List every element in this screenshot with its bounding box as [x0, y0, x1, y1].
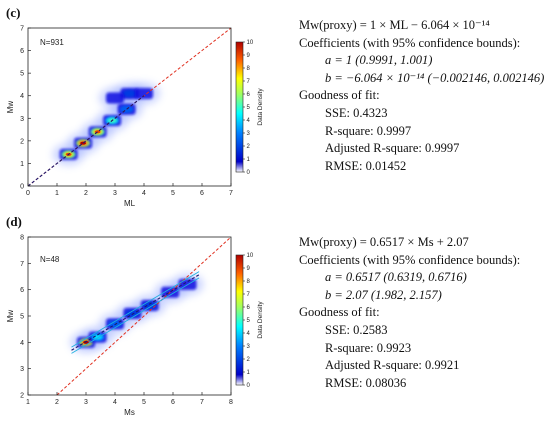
x-tick-label: 5: [171, 190, 175, 197]
x-axis-label: ML: [124, 199, 136, 208]
fit-equation: Mw(proxy) = 1 × ML − 6.064 × 10⁻¹⁴: [299, 18, 490, 32]
y-tick-label: 4: [20, 93, 24, 100]
panel-label-d: (d): [6, 214, 22, 229]
colorbar-tick-label: 7: [247, 79, 251, 85]
x-tick-label: 4: [113, 399, 117, 406]
coefficients-header: Coefficients (with 95% confidence bounds…: [299, 252, 521, 267]
colorbar-tick-label: 9: [247, 266, 251, 272]
rsquare-value: R-square: 0.9997: [325, 123, 412, 138]
colorbar: [235, 254, 244, 386]
y-tick-label: 5: [20, 71, 24, 78]
x-tick-label: 8: [229, 399, 233, 406]
x-tick-label: 6: [200, 190, 204, 197]
density-peak: [83, 340, 89, 344]
y-tick-label: 5: [20, 314, 24, 321]
fit-line: [27, 95, 145, 187]
colorbar-tick-label: 5: [247, 105, 251, 111]
colorbar-tick-label: 6: [247, 305, 251, 311]
colorbar-tick-label: 2: [247, 357, 251, 363]
panel-label-c: (c): [6, 5, 21, 20]
x-tick-label: 5: [142, 399, 146, 406]
y-tick-label: 2: [20, 393, 24, 400]
colorbar-tick-label: 4: [247, 118, 251, 124]
colorbar-label: Data Density: [257, 301, 264, 339]
sse-value: SSE: 0.2583: [325, 322, 388, 337]
goodness-header: Goodness of fit:: [299, 305, 380, 320]
sse-value: SSE: 0.4323: [325, 105, 388, 120]
sample-count-label: N=48: [40, 255, 60, 264]
y-tick-label: 2: [20, 138, 24, 145]
colorbar-tick-label: 8: [247, 279, 251, 285]
density-cell: [106, 92, 124, 104]
colorbar-tick-label: 6: [247, 92, 251, 98]
goodness-header: Goodness of fit:: [299, 88, 380, 103]
colorbar-tick-label: 5: [247, 318, 251, 324]
y-tick-label: 0: [20, 184, 24, 191]
y-tick-label: 4: [20, 340, 24, 347]
colorbar-tick-label: 3: [247, 131, 251, 137]
y-tick-label: 3: [20, 116, 24, 123]
density-layer: [52, 82, 160, 166]
colorbar-tick-label: 7: [247, 292, 251, 298]
colorbar-tick-label: 8: [247, 66, 251, 72]
rsquare-value: R-square: 0.9923: [325, 340, 412, 355]
sample-count-label: N=931: [40, 38, 64, 47]
x-tick-label: 4: [142, 190, 146, 197]
y-axis-label: Mw: [6, 310, 15, 323]
colorbar: [235, 41, 244, 173]
y-tick-label: 6: [20, 287, 24, 294]
one-to-one-line: [56, 237, 231, 395]
density-core: [122, 89, 137, 98]
x-tick-label: 2: [55, 399, 59, 406]
x-tick-label: 7: [200, 399, 204, 406]
coefficient-a: a = 0.6517 (0.6319, 0.6716): [325, 270, 467, 285]
coefficient-a: a = 1 (0.9991, 1.001): [325, 53, 433, 68]
colorbar-tick-label: 2: [247, 144, 251, 150]
x-tick-label: 1: [55, 190, 59, 197]
colorbar-tick-label: 10: [247, 40, 254, 46]
colorbar-tick-label: 1: [247, 157, 251, 163]
colorbar-tick-label: 1: [247, 370, 251, 376]
colorbar-tick-label: 9: [247, 53, 251, 59]
adj-rsquare-value: Adjusted R-square: 0.9921: [325, 358, 460, 373]
y-tick-label: 8: [20, 235, 24, 242]
confidence-bound: [71, 271, 200, 348]
fit-equation: Mw(proxy) = 0.6517 × Ms + 2.07: [299, 235, 469, 249]
y-tick-label: 1: [20, 161, 24, 168]
coefficient-b: b = −6.064 × 10⁻¹⁴ (−0.002146, 0.002146): [325, 70, 545, 85]
rmse-value: RMSE: 0.08036: [325, 375, 407, 390]
fit-stats-d: Mw(proxy) = 0.6517 × Ms + 2.07 Coefficie…: [299, 234, 520, 392]
fit-stats-c: Mw(proxy) = 1 × ML − 6.064 × 10⁻¹⁴ Coeff…: [299, 17, 544, 175]
colorbar-tick-label: 0: [247, 170, 251, 176]
x-tick-label: 6: [171, 399, 175, 406]
x-tick-label: 1: [26, 399, 30, 406]
density-core: [142, 301, 157, 310]
rmse-value: RMSE: 0.01452: [325, 158, 407, 173]
adj-rsquare-value: Adjusted R-square: 0.9997: [325, 141, 460, 156]
x-axis-label: Ms: [124, 408, 135, 417]
colorbar-label: Data Density: [257, 88, 264, 126]
y-tick-label: 6: [20, 48, 24, 55]
y-tick-label: 7: [20, 26, 24, 33]
colorbar-tick-label: 0: [247, 383, 251, 389]
y-axis-label: Mw: [6, 101, 15, 114]
coefficients-header: Coefficients (with 95% confidence bounds…: [299, 35, 521, 50]
confidence-bound: [71, 277, 200, 354]
colorbar-tick-label: 3: [247, 344, 251, 350]
axes-frame: [27, 27, 232, 187]
x-tick-label: 2: [84, 190, 88, 197]
x-tick-label: 0: [26, 190, 30, 197]
x-tick-label: 7: [229, 190, 233, 197]
x-tick-label: 3: [113, 190, 117, 197]
density-core: [119, 105, 134, 113]
colorbar-tick-label: 10: [247, 253, 254, 259]
density-cell: [135, 87, 153, 99]
y-tick-label: 7: [20, 261, 24, 268]
x-tick-label: 3: [84, 399, 88, 406]
colorbar-tick-label: 4: [247, 331, 251, 337]
coefficient-b: b = 2.07 (1.982, 2.157): [325, 287, 442, 302]
y-tick-label: 3: [20, 366, 24, 373]
